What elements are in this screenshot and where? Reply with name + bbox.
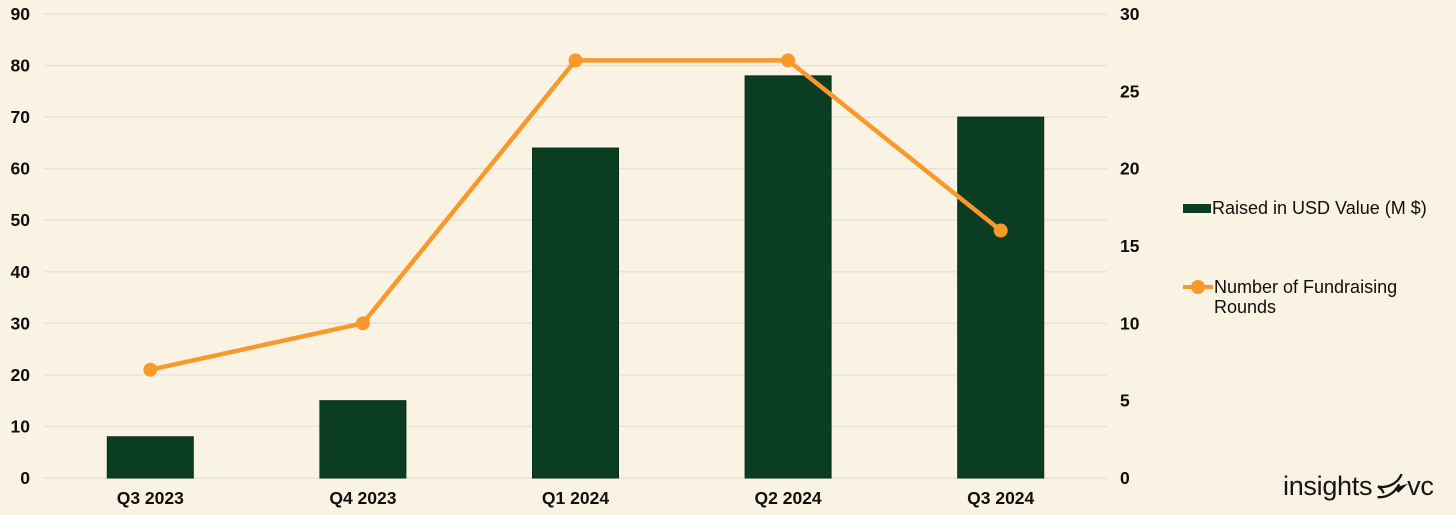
legend-label-fundraising-rounds: Number of Fundraising Rounds [1214, 277, 1398, 318]
bar [957, 116, 1045, 479]
left-axis-tick-label: 70 [11, 107, 31, 127]
x-axis-category-label: Q3 2023 [117, 488, 184, 508]
right-axis-tick-label: 10 [1120, 313, 1140, 333]
bar [319, 400, 407, 479]
left-axis-tick-label: 80 [11, 56, 31, 76]
left-axis-tick-label: 50 [11, 210, 31, 230]
line-point [781, 53, 796, 68]
legend: Raised in USD Value (M $) Number of Fund… [1183, 198, 1445, 317]
left-axis-tick-label: 60 [11, 159, 31, 179]
left-axis-tick-label: 0 [20, 468, 30, 488]
bird-icon [1377, 473, 1409, 499]
insightsvc-logo: insights vc [1283, 471, 1434, 502]
x-axis-category-label: Q2 2024 [755, 488, 822, 508]
line-marker-dot [1191, 280, 1205, 295]
legend-label-raised-usd: Raised in USD Value (M $) [1212, 198, 1427, 218]
right-axis-tick-label: 15 [1120, 236, 1140, 256]
line-point [993, 223, 1008, 238]
bar [744, 75, 832, 479]
bar [532, 147, 619, 479]
right-axis-tick-label: 20 [1120, 159, 1140, 179]
x-axis-category-label: Q3 2024 [967, 488, 1034, 508]
left-axis-tick-label: 40 [11, 262, 31, 282]
legend-item-raised-usd: Raised in USD Value (M $) [1183, 198, 1445, 218]
left-axis-tick-label: 90 [11, 4, 31, 24]
right-axis-tick-label: 0 [1120, 468, 1130, 488]
bar-series-swatch [1183, 204, 1211, 213]
legend-item-fundraising-rounds: Number of Fundraising Rounds [1183, 277, 1445, 317]
right-axis-tick-label: 30 [1120, 4, 1140, 24]
right-axis-tick-label: 25 [1120, 81, 1140, 101]
right-axis-tick-label: 5 [1120, 391, 1130, 411]
line-point [143, 362, 158, 377]
line-point [355, 316, 370, 331]
left-axis-tick-label: 20 [11, 365, 31, 385]
left-axis-tick-label: 30 [11, 313, 31, 333]
left-axis-tick-label: 10 [11, 416, 31, 436]
x-axis-category-label: Q4 2023 [329, 488, 396, 508]
line-series-marker [1183, 277, 1213, 297]
bar [106, 436, 194, 479]
logo-text-insights: insights [1283, 471, 1373, 501]
line-point [568, 53, 583, 68]
logo-text-vc: vc [1407, 471, 1434, 501]
x-axis-category-label: Q1 2024 [542, 488, 609, 508]
